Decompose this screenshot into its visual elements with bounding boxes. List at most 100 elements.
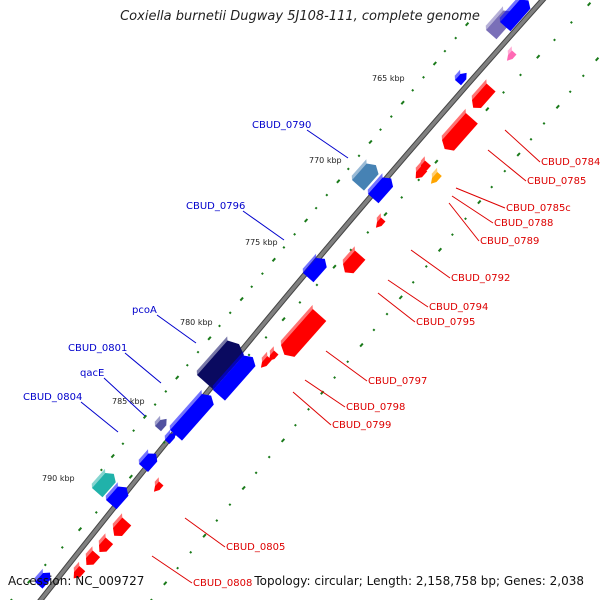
gc-track-inner-rev-dot <box>516 152 521 157</box>
gc-track-outer-dot <box>315 283 319 287</box>
gene-label-reverse: CBUD_0805 <box>226 542 285 553</box>
leader-line <box>504 129 541 163</box>
gc-track-inner-rev-dot <box>307 407 310 411</box>
gc-track-inner-fwd-dot <box>454 36 458 40</box>
gc-track-inner-fwd-dot <box>389 115 393 118</box>
gc-track-inner-rev-dot <box>555 104 560 109</box>
gc-track-inner-fwd-dot <box>465 22 470 27</box>
gc-track-inner-rev-dot <box>490 185 494 189</box>
gene-cbud-0805 <box>153 477 164 492</box>
gc-track-inner-fwd-dot <box>282 246 286 249</box>
gene-rev-pink <box>506 46 517 61</box>
gc-track-outer-dot <box>77 527 83 532</box>
gene-label-reverse: CBUD_0789 <box>480 236 539 247</box>
gene-qacE <box>154 415 167 432</box>
gc-track-inner-fwd-dot <box>400 100 405 105</box>
gc-track-inner-rev-dot <box>215 519 219 522</box>
gene-label-reverse: CBUD_0792 <box>451 273 510 284</box>
gc-track-outer-dot <box>485 107 490 112</box>
leader-line <box>325 350 368 382</box>
leader-line <box>304 379 346 408</box>
tick-label: 765 kbp <box>372 74 405 83</box>
gc-track-inner-rev-dot <box>568 90 572 94</box>
gene-label-reverse: CBUD_0788 <box>494 218 553 229</box>
gc-track-outer-dot <box>569 21 573 24</box>
gc-track-inner-fwd-dot <box>443 49 447 53</box>
gc-track-inner-fwd-dot <box>185 363 189 367</box>
gc-track-inner-fwd-dot <box>196 350 200 354</box>
genome-backbone <box>38 0 545 600</box>
gc-track-inner-rev-dot <box>189 550 193 554</box>
gene-cbud-0789-orange <box>430 167 442 184</box>
gc-track-inner-fwd-dot <box>239 296 244 302</box>
gene-label-forward: CBUD_0796 <box>186 201 245 212</box>
gc-track-inner-rev-dot <box>437 247 443 252</box>
gc-track-inner-rev-dot <box>346 360 350 364</box>
gene-cbud-0792 <box>342 246 366 274</box>
gene-label-forward: CBUD_0804 <box>23 392 82 403</box>
gc-track-inner-fwd-dot <box>132 429 136 433</box>
gc-track-inner-fwd-dot <box>293 232 297 236</box>
tick-label: 780 kbp <box>180 318 213 327</box>
gc-track-inner-fwd-dot <box>175 375 180 380</box>
gc-track-inner-fwd-dot <box>261 272 264 276</box>
gene-cbud-0802 <box>169 389 214 441</box>
gc-track-outer-dot <box>94 511 98 514</box>
gene-cbud-0799 <box>260 351 272 368</box>
gc-track-outer-dot <box>553 38 556 42</box>
gene-fwd-small-1 <box>454 69 467 86</box>
gc-track-inner-rev-dot <box>228 503 232 507</box>
gc-track-inner-rev-dot <box>202 533 207 538</box>
gc-track-inner-rev-dot <box>333 376 337 379</box>
gc-track-inner-fwd-dot <box>218 324 221 328</box>
leader-line <box>80 401 119 433</box>
gc-track-inner-fwd-dot <box>379 128 382 132</box>
gc-track-inner-fwd-dot <box>357 154 361 158</box>
gene-label-reverse: CBUD_0797 <box>368 376 427 387</box>
gc-track-outer-dot <box>43 563 47 567</box>
gene-label-reverse: CBUD_0794 <box>429 302 488 313</box>
gene-rev-3 <box>73 561 86 579</box>
genome-summary-text: Topology: circular; Length: 2,158,758 bp… <box>254 574 584 588</box>
gene-fwd-teal <box>91 468 116 498</box>
gene-label-forward: pcoA <box>132 305 157 316</box>
gc-track-inner-rev-dot <box>320 390 325 395</box>
gene-fwd-small-2 <box>164 429 176 444</box>
gene-fwd-2 <box>367 173 394 204</box>
gene-cbud-0797 <box>280 304 327 357</box>
leader-line <box>103 377 146 417</box>
gc-track-outer-dot <box>60 546 64 549</box>
leader-line <box>242 210 285 241</box>
gc-track-outer-dot <box>417 178 421 182</box>
tick-label: 775 kbp <box>245 238 278 247</box>
gc-track-inner-rev-dot <box>359 342 364 348</box>
gene-label-reverse: CBUD_0799 <box>332 420 391 431</box>
gc-track-inner-rev-dot <box>542 122 546 125</box>
gene-cbud-0798 <box>268 346 279 361</box>
gc-track-inner-rev-dot <box>293 423 297 427</box>
gene-rev-small-1 <box>375 213 386 228</box>
gene-label-reverse: CBUD_0785 <box>527 176 586 187</box>
gc-track-inner-fwd-dot <box>228 311 232 315</box>
gene-label-forward: CBUD_0790 <box>252 120 311 131</box>
gc-track-inner-rev-dot <box>163 581 168 586</box>
gc-track-outer-dot <box>247 353 251 357</box>
leader-line <box>306 129 349 159</box>
gc-track-inner-rev-dot <box>464 217 467 221</box>
gene-label-forward: qacE <box>80 368 104 379</box>
leader-line <box>387 279 429 308</box>
gc-track-inner-fwd-dot <box>271 257 276 262</box>
gene-cbud-0788 <box>420 156 431 172</box>
gc-track-outer-dot <box>502 91 505 94</box>
tick-label: 790 kbp <box>42 474 75 483</box>
gc-track-inner-rev-dot <box>477 199 482 205</box>
gc-track-inner-rev-dot <box>280 438 286 443</box>
gc-track-inner-fwd-dot <box>153 403 157 406</box>
leader-line <box>448 202 480 242</box>
gc-track-outer-dot <box>27 579 32 584</box>
gc-track-inner-rev-dot <box>581 74 585 78</box>
gc-track-inner-rev-dot <box>529 137 533 141</box>
tick-label: 785 kbp <box>112 397 145 406</box>
gene-label-reverse: CBUD_0798 <box>346 402 405 413</box>
